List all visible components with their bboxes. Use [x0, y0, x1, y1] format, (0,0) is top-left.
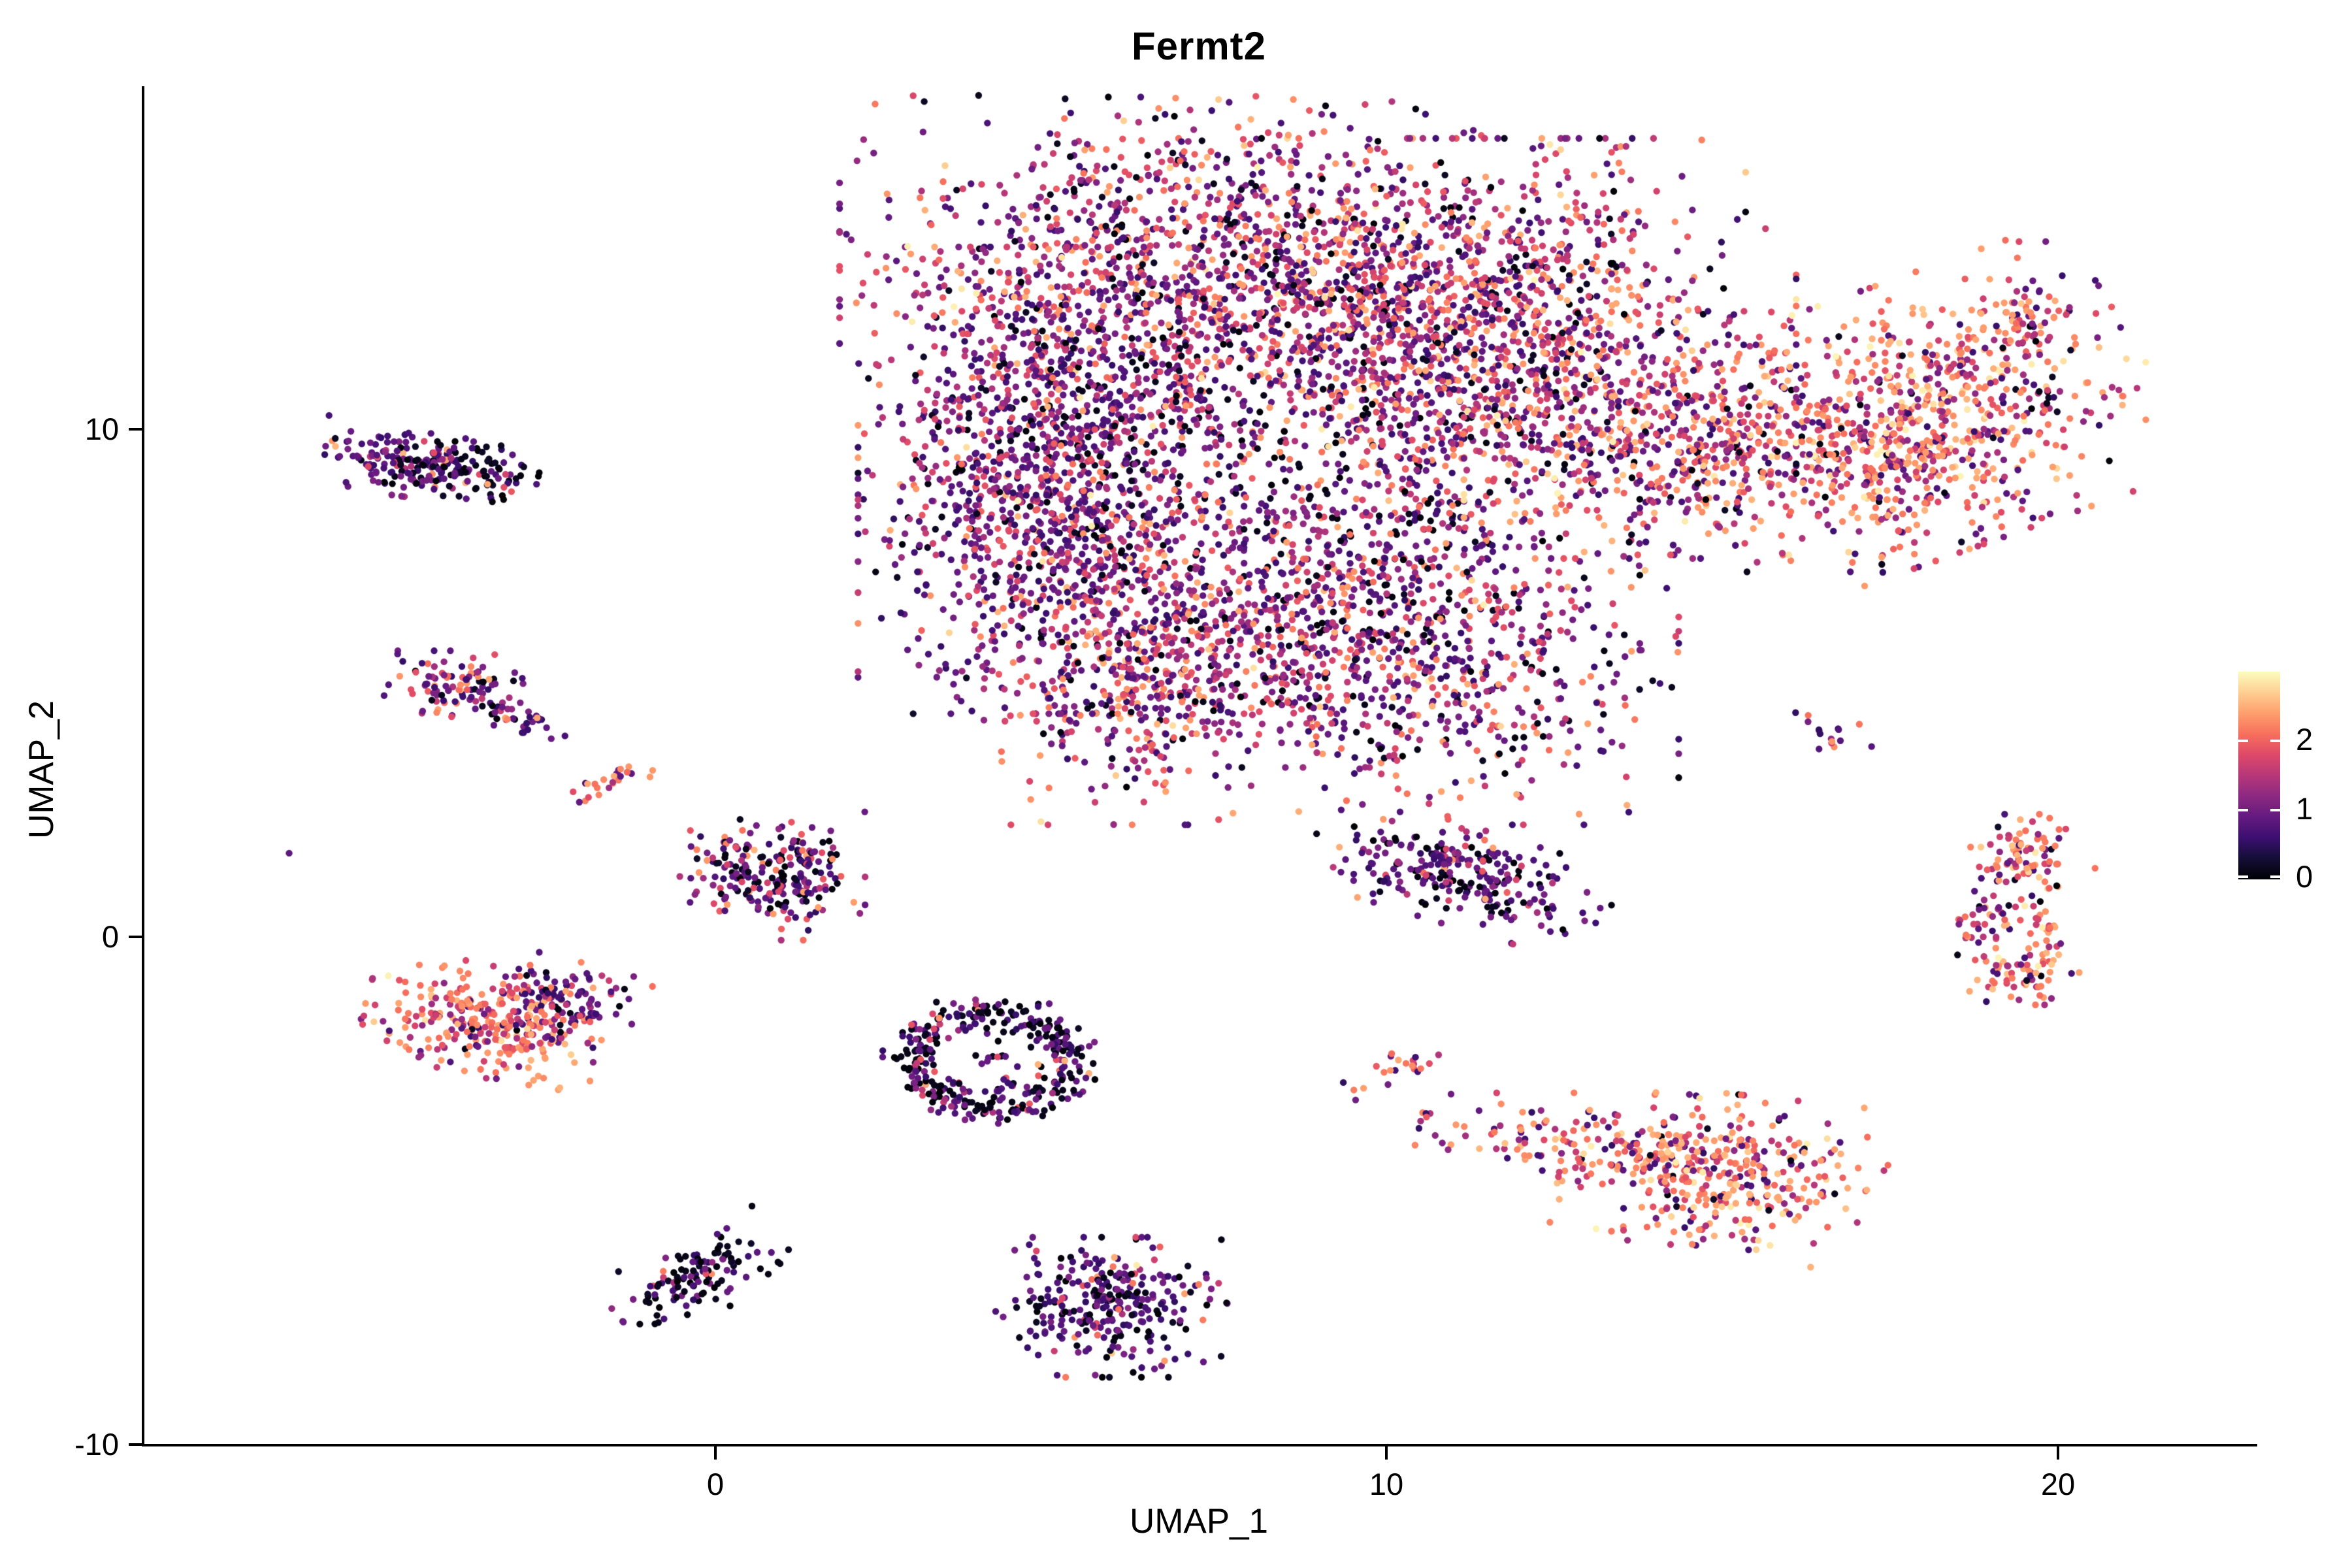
legend-tick-mark-0-left [2238, 875, 2248, 878]
x-axis-line [142, 1444, 2257, 1446]
x-tick-label-20: 20 [2040, 1467, 2076, 1501]
legend-colorbar [2238, 672, 2280, 879]
y-axis-title: UMAP_2 [22, 700, 61, 840]
plot-title: Fermt2 [1131, 24, 1267, 68]
legend-tick-mark-0-right [2270, 875, 2280, 878]
legend-tick-mark-1-left [2238, 809, 2248, 811]
y-tick-label-0: 0 [101, 919, 119, 954]
x-tick-mark-0 [714, 1446, 717, 1460]
x-tick-label-10: 10 [1369, 1467, 1404, 1501]
legend-tick-label-0: 0 [2296, 859, 2313, 894]
y-tick-label-10: 10 [84, 412, 119, 446]
y-tick-mark-10 [129, 428, 142, 431]
x-tick-label-0: 0 [706, 1467, 725, 1501]
y-tick-label-n10: -10 [74, 1427, 119, 1462]
y-tick-mark-n10 [129, 1443, 142, 1446]
legend-tick-mark-2-right [2270, 740, 2280, 742]
x-axis-title: UMAP_1 [1129, 1502, 1269, 1541]
legend-tick-mark-1-right [2270, 809, 2280, 811]
legend-tick-mark-2-left [2238, 740, 2248, 742]
y-axis-line [142, 86, 144, 1446]
x-tick-mark-10 [1385, 1446, 1388, 1460]
legend-tick-label-2: 2 [2296, 722, 2313, 757]
legend-tick-label-1: 1 [2296, 791, 2313, 826]
x-tick-mark-20 [2057, 1446, 2059, 1460]
y-tick-mark-0 [129, 936, 142, 938]
